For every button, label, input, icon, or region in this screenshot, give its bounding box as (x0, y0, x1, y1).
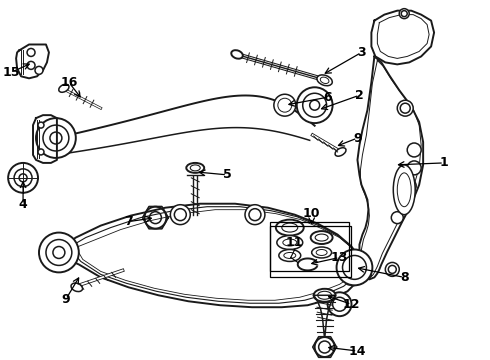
Ellipse shape (320, 77, 329, 84)
Circle shape (310, 100, 319, 110)
Ellipse shape (311, 231, 333, 244)
Bar (270, 222, 349, 271)
Text: 3: 3 (357, 46, 366, 59)
Circle shape (43, 125, 69, 151)
Ellipse shape (312, 247, 332, 258)
Circle shape (174, 209, 186, 221)
Circle shape (318, 341, 331, 353)
Ellipse shape (231, 50, 243, 59)
Text: 9: 9 (62, 293, 70, 306)
Text: 1: 1 (440, 156, 448, 170)
Text: 14: 14 (349, 345, 366, 357)
Text: 6: 6 (323, 91, 332, 104)
Ellipse shape (315, 234, 328, 241)
Circle shape (38, 149, 44, 155)
Text: 4: 4 (19, 198, 27, 211)
Text: 11: 11 (286, 236, 303, 249)
Ellipse shape (317, 75, 332, 86)
Text: 12: 12 (343, 298, 360, 311)
Circle shape (398, 198, 410, 210)
Text: 7: 7 (124, 215, 133, 228)
Ellipse shape (277, 235, 303, 249)
Ellipse shape (318, 291, 332, 299)
Polygon shape (314, 295, 336, 339)
Polygon shape (33, 115, 57, 163)
Circle shape (343, 256, 367, 279)
Text: 5: 5 (223, 168, 231, 181)
Polygon shape (16, 45, 49, 78)
Circle shape (407, 143, 421, 157)
Polygon shape (59, 204, 362, 307)
Circle shape (333, 297, 346, 311)
Circle shape (27, 49, 35, 57)
Circle shape (388, 265, 396, 273)
Ellipse shape (335, 148, 346, 156)
Circle shape (328, 292, 351, 316)
Circle shape (303, 93, 327, 117)
Ellipse shape (393, 165, 415, 215)
Circle shape (39, 233, 79, 273)
Bar (270, 226, 351, 277)
Circle shape (46, 239, 72, 265)
Ellipse shape (276, 220, 304, 235)
Circle shape (278, 98, 292, 112)
Text: 15: 15 (2, 66, 20, 79)
Ellipse shape (190, 165, 200, 171)
Text: 9: 9 (353, 131, 362, 144)
Circle shape (19, 174, 27, 182)
Circle shape (400, 103, 410, 113)
Circle shape (36, 118, 76, 158)
Circle shape (8, 163, 38, 193)
Circle shape (145, 207, 167, 229)
Polygon shape (56, 95, 315, 155)
Circle shape (171, 205, 190, 225)
Circle shape (401, 11, 407, 17)
Ellipse shape (71, 283, 83, 292)
Ellipse shape (284, 252, 296, 258)
Ellipse shape (314, 289, 336, 302)
Text: 16: 16 (60, 76, 77, 89)
Circle shape (14, 169, 32, 187)
Text: 8: 8 (400, 271, 409, 284)
Circle shape (315, 337, 335, 357)
Text: 13: 13 (331, 251, 348, 264)
Circle shape (385, 262, 399, 276)
Circle shape (402, 179, 416, 193)
Ellipse shape (397, 173, 411, 207)
Polygon shape (358, 57, 423, 279)
Circle shape (407, 161, 421, 175)
Circle shape (149, 212, 161, 224)
Ellipse shape (186, 163, 204, 173)
Circle shape (397, 100, 413, 116)
Polygon shape (371, 11, 434, 64)
Circle shape (297, 87, 333, 123)
Circle shape (35, 66, 43, 74)
Circle shape (274, 94, 296, 116)
Circle shape (249, 209, 261, 221)
Ellipse shape (279, 249, 301, 261)
Ellipse shape (59, 84, 69, 92)
Ellipse shape (283, 239, 297, 246)
Circle shape (245, 205, 265, 225)
Circle shape (337, 249, 372, 285)
Text: 10: 10 (303, 207, 320, 220)
Circle shape (38, 122, 44, 128)
Circle shape (53, 247, 65, 258)
Circle shape (50, 132, 62, 144)
Circle shape (399, 9, 409, 19)
Text: 2: 2 (355, 89, 364, 102)
Circle shape (27, 62, 35, 69)
Circle shape (392, 212, 403, 224)
Ellipse shape (316, 249, 327, 256)
Ellipse shape (282, 223, 298, 232)
